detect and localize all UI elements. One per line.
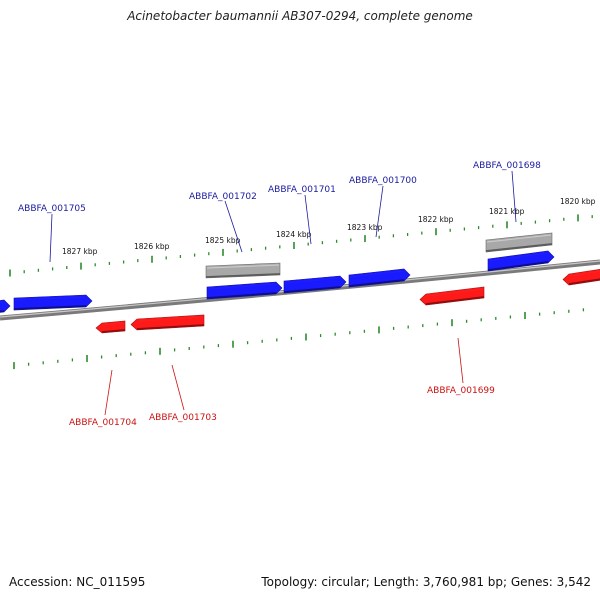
gene-label-forward: ABBFA_001698: [473, 161, 541, 171]
gene-feature-reverse: [419, 286, 485, 306]
gene-label-leader: [171, 364, 185, 411]
gene-label-forward: ABBFA_001705: [18, 204, 86, 214]
gene-feature-forward-shadow: [283, 286, 341, 293]
gene-label-leader: [457, 337, 464, 384]
genome-summary-text: Topology: circular; Length: 3,760,981 bp…: [261, 575, 591, 589]
gene-feature-reverse-shadow: [136, 324, 205, 330]
gene-feature-forward: [0, 299, 11, 313]
gene-feature-forward-highlight: [0, 301, 4, 304]
gene-label-leader: [49, 213, 53, 263]
gene-feature-pseudo-shadow: [205, 273, 281, 278]
kbp-label: 1827 kbp: [62, 247, 98, 256]
gene-feature-forward-highlight: [349, 270, 404, 278]
gene-feature-forward-shadow: [348, 279, 405, 287]
gene-feature-forward-highlight: [207, 283, 276, 290]
gene-label-leader: [104, 369, 113, 416]
gene-feature-forward-highlight: [284, 277, 340, 284]
gene-feature-forward: [487, 250, 555, 272]
gene-feature-forward-shadow: [206, 292, 277, 299]
gene-feature-reverse-highlight: [569, 270, 600, 277]
gene-feature-reverse-shadow: [425, 296, 485, 305]
gene-label-reverse: ABBFA_001703: [149, 413, 217, 423]
gene-label-leader: [224, 200, 243, 253]
gene-label-forward: ABBFA_001701: [268, 185, 336, 195]
gene-feature-reverse-shadow: [101, 329, 126, 333]
gene-feature-reverse-highlight: [102, 322, 125, 326]
kbp-label: 1823 kbp: [347, 223, 383, 232]
inner-tick-track: [13, 308, 585, 370]
gene-feature-forward-shadow: [487, 261, 549, 271]
kbp-label: 1824 kbp: [276, 230, 312, 239]
gene-label-leader: [511, 170, 517, 223]
gene-label-leader: [304, 194, 312, 245]
gene-label-reverse: ABBFA_001704: [69, 418, 137, 428]
gene-feature-forward-shadow: [13, 305, 87, 310]
gene-feature-reverse-highlight: [137, 316, 204, 322]
gene-label-reverse: ABBFA_001699: [427, 386, 495, 396]
gene-label-forward: ABBFA_001702: [189, 192, 257, 202]
gene-features: [0, 232, 600, 334]
gene-feature-forward: [348, 268, 411, 288]
gene-feature-forward-shadow: [0, 310, 5, 313]
kbp-label: 1825 kbp: [205, 236, 241, 245]
map-title: Acinetobacter baumannii AB307-0294, comp…: [127, 9, 473, 23]
kbp-label: 1826 kbp: [134, 242, 170, 251]
kbp-label: 1822 kbp: [418, 215, 454, 224]
gene-feature-reverse-highlight: [426, 288, 484, 297]
gene-feature-reverse-shadow: [568, 278, 600, 285]
gene-label-forward: ABBFA_001700: [349, 176, 417, 186]
gene-feature-pseudo-highlight: [206, 264, 280, 269]
kbp-label: 1821 kbp: [489, 207, 525, 216]
kbp-label: 1820 kbp: [560, 197, 596, 206]
gene-label-leader: [375, 185, 384, 238]
gene-feature-forward-highlight: [488, 252, 548, 262]
accession-text: Accession: NC_011595: [9, 575, 146, 589]
gene-feature-pseudo-shadow: [485, 243, 553, 252]
outer-tick-track: [9, 214, 593, 277]
gene-feature-pseudo: [485, 232, 553, 253]
gene-feature-pseudo-highlight: [486, 234, 552, 243]
gene-feature-forward-highlight: [14, 296, 86, 301]
